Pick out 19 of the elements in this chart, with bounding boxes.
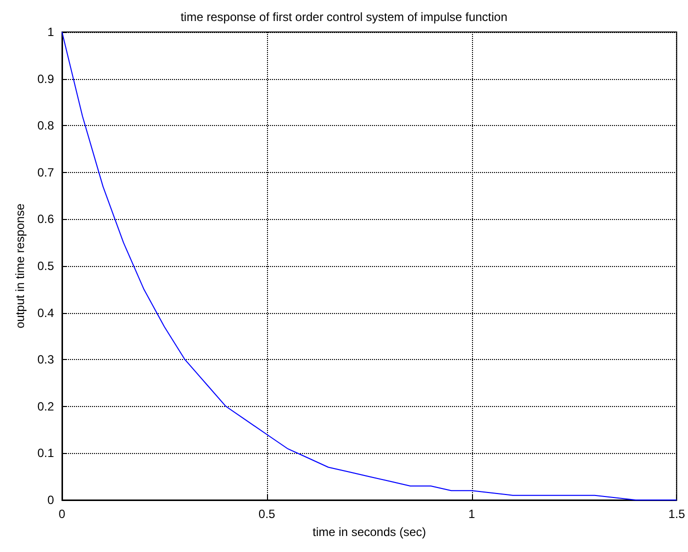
- y-tick-label: 0.8: [37, 118, 54, 133]
- y-tick-label: 0.7: [37, 165, 54, 180]
- y-tick-label: 0.4: [37, 306, 54, 320]
- x-tick-label: 1.5: [668, 507, 686, 521]
- y-tick-label: 0.3: [37, 352, 54, 367]
- x-axis-title: time in seconds (sec): [312, 525, 426, 539]
- x-tick-label: 1: [468, 507, 476, 521]
- line-series: [62, 32, 678, 500]
- y-tick-label: 0: [47, 493, 54, 507]
- y-tick-label: 0.9: [37, 72, 54, 86]
- y-tick-label: 0.6: [37, 212, 54, 226]
- y-tick-label: 0.1: [37, 446, 54, 460]
- x-tick-label: 0: [58, 507, 66, 521]
- x-tick-label: 0.5: [258, 507, 276, 521]
- y-tick-label: 0.5: [37, 259, 54, 273]
- y-tick-label: 1: [47, 25, 54, 39]
- chart-title: time response of first order control system of impulse function: [180, 10, 508, 24]
- y-tick-label: 0.2: [37, 399, 54, 414]
- y-axis-title: output in time response: [13, 203, 27, 328]
